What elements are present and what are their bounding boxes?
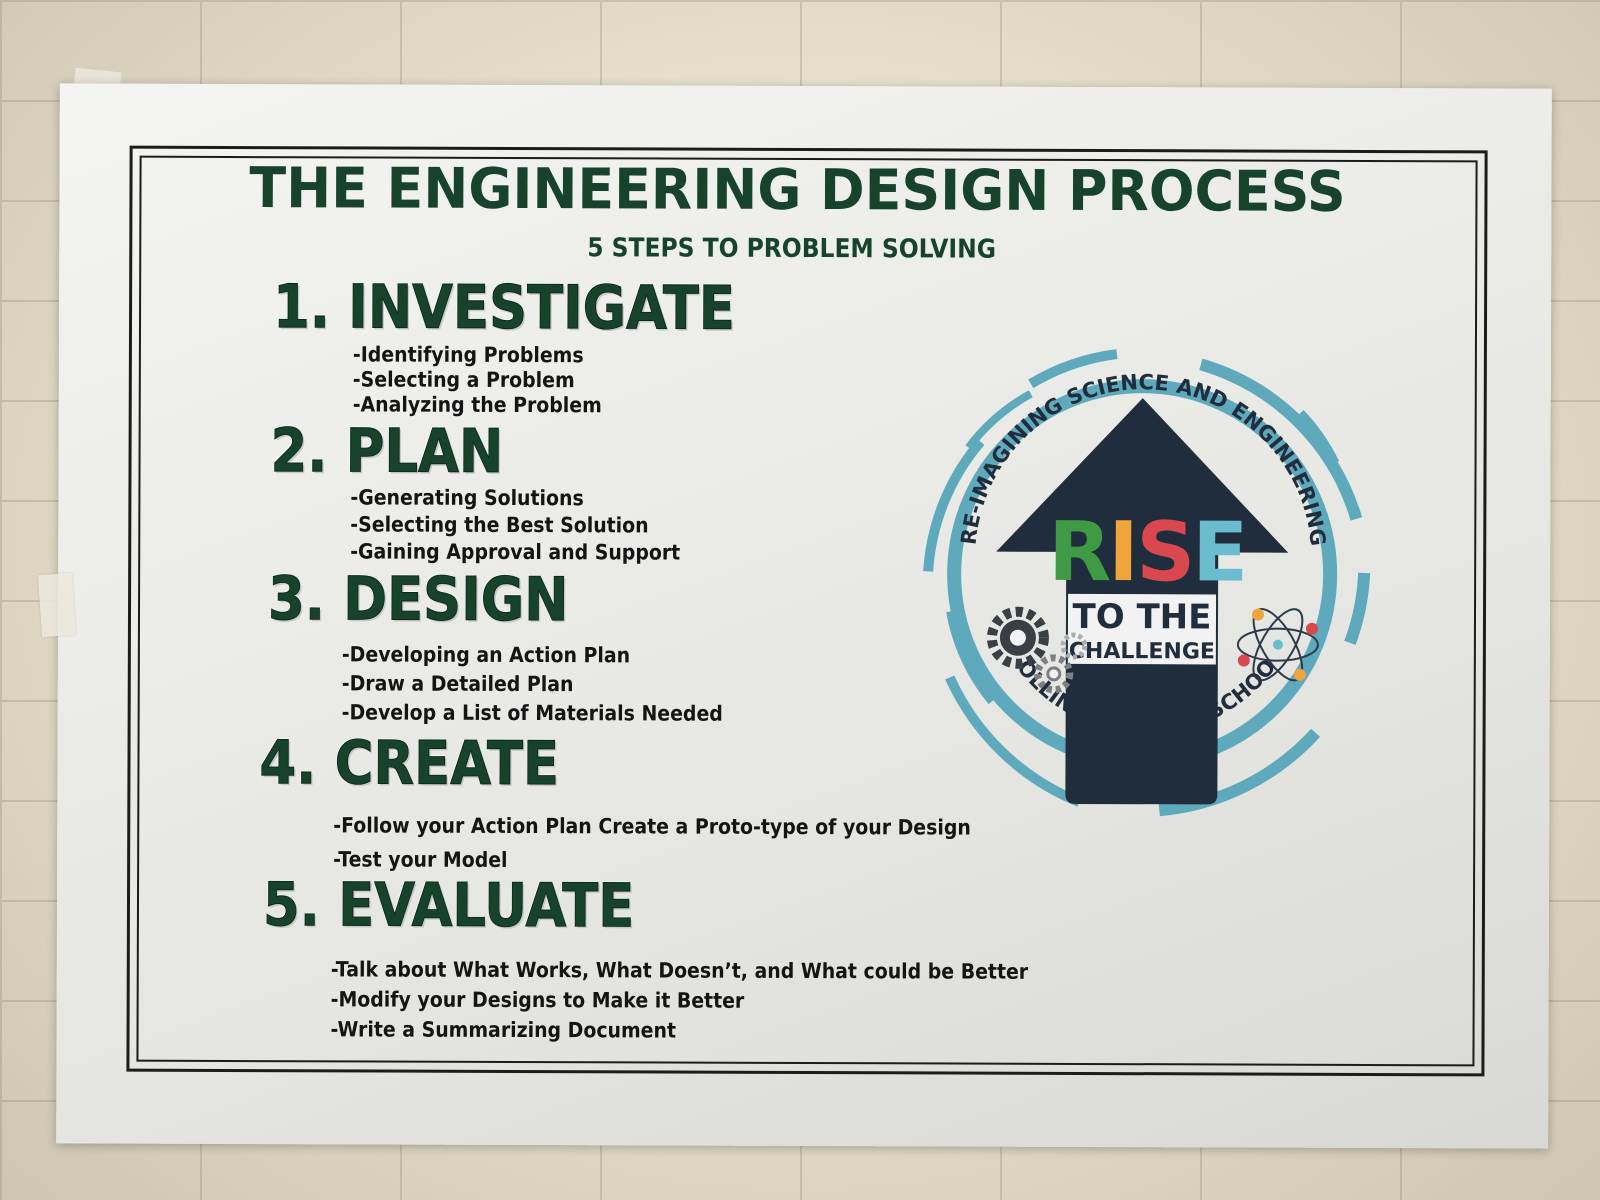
list-item: -Selecting the Best Solution	[350, 512, 649, 538]
challenge-panel	[1067, 593, 1217, 665]
gears-icon	[986, 606, 1088, 694]
list-item: -Draw a Detailed Plan	[341, 671, 574, 697]
step-4-heading: 4. CREATE	[259, 728, 560, 800]
engineering-poster: THE ENGINEERING DESIGN PROCESS 5 STEPS T…	[56, 83, 1552, 1149]
list-item: -Talk about What Works, What Doesn’t, an…	[330, 957, 1029, 984]
to-the-text: TO THE	[1073, 597, 1212, 637]
rise-logo: RE-IMAGINING SCIENCE AND ENGINEERING COL…	[879, 311, 1401, 833]
list-item: -Modify your Designs to Make it Better	[330, 987, 745, 1013]
rise-letter-r: R	[1048, 505, 1111, 600]
tape-strip	[37, 572, 77, 638]
step-2-list: -Generating Solutions -Selecting the Bes…	[350, 484, 717, 566]
rise-word: R I S E	[1048, 505, 1248, 601]
rise-letter-i: I	[1108, 505, 1139, 600]
list-item: -Follow your Action Plan Create a Proto-…	[333, 813, 971, 840]
list-item: -Selecting a Problem	[352, 367, 575, 393]
list-item: -Generating Solutions	[350, 485, 584, 511]
list-item: -Analyzing the Problem	[352, 392, 602, 418]
list-item: -Write a Summarizing Document	[330, 1017, 677, 1043]
step-1-list: -Identifying Problems -Selecting a Probl…	[353, 342, 630, 418]
step-5-list: -Talk about What Works, What Doesn’t, an…	[331, 954, 1106, 1047]
challenge-text: CHALLENGE	[1069, 639, 1215, 665]
poster-title: THE ENGINEERING DESIGN PROCESS	[249, 156, 1346, 225]
step-1-heading: 1. INVESTIGATE	[272, 272, 736, 345]
list-item: -Gaining Approval and Support	[350, 539, 681, 565]
list-item: -Identifying Problems	[352, 342, 584, 368]
list-item: -Developing an Action Plan	[341, 642, 631, 668]
step-3-list: -Developing an Action Plan -Draw a Detai…	[342, 640, 766, 728]
rise-letter-e: E	[1192, 505, 1248, 600]
poster-subtitle: 5 STEPS TO PROBLEM SOLVING	[587, 233, 996, 265]
atom-icon	[1236, 608, 1319, 682]
step-5-heading: 5. EVALUATE	[262, 870, 635, 942]
rise-letter-s: S	[1136, 505, 1195, 600]
list-item: -Develop a List of Materials Needed	[341, 700, 723, 726]
step-3-heading: 3. DESIGN	[267, 564, 569, 636]
step-2-heading: 2. PLAN	[270, 416, 504, 488]
